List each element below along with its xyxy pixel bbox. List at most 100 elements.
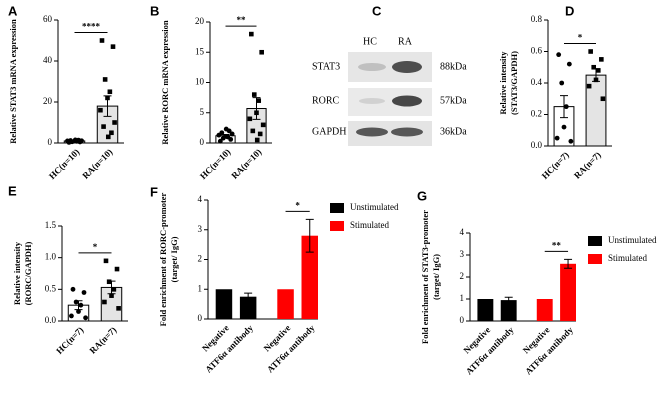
panel-label: E: [8, 183, 17, 198]
panel-label: G: [417, 188, 427, 203]
legend-label: Unstimulated: [350, 202, 399, 212]
data-point: [556, 52, 562, 58]
data-point: [563, 104, 569, 110]
data-point: [103, 258, 109, 264]
y-tick-label: 0.5: [45, 283, 57, 293]
error-bar: [504, 296, 513, 304]
y-tick-label: 20: [195, 16, 205, 26]
data-point: [588, 49, 593, 54]
y-tick-label: 0.0: [531, 140, 543, 150]
data-point: [566, 61, 572, 67]
y-tick-label: 3: [460, 249, 465, 259]
bar: [301, 235, 318, 319]
y-axis-title: Relative intensity: [12, 241, 22, 305]
legend-label: Stimulated: [350, 220, 389, 230]
bar: [500, 300, 517, 321]
data-point: [106, 279, 112, 285]
data-point: [73, 299, 79, 305]
y-tick-label: 20: [43, 96, 53, 106]
panel-label: F: [150, 184, 158, 199]
error-bar: [564, 258, 573, 269]
blot-band: [358, 63, 386, 71]
legend-swatch: [588, 236, 602, 246]
bar: [536, 299, 553, 321]
y-axis-title: (target/ IgG): [169, 236, 179, 282]
error-bar: [305, 218, 314, 253]
data-point: [247, 116, 253, 122]
data-point: [593, 77, 599, 83]
data-point: [105, 95, 110, 101]
data-point: [99, 38, 105, 43]
y-axis-title: Fold enrichment of STAT3-promoter: [420, 210, 430, 344]
y-tick-label: 0.4: [531, 77, 543, 87]
blot-band: [392, 95, 422, 107]
legend-label: Stimulated: [608, 253, 647, 263]
significance-label: **: [552, 240, 562, 250]
y-tick-label: 0.2: [531, 109, 542, 119]
bar: [215, 289, 233, 319]
significance-label: *: [295, 200, 300, 210]
legend-swatch: [330, 203, 344, 213]
panel-label: C: [372, 3, 382, 18]
y-tick-label: 1.0: [45, 252, 57, 262]
data-point: [223, 133, 228, 139]
y-tick-label: 4: [460, 227, 465, 237]
y-axis-title: Relative RORC mRNA expression: [160, 20, 170, 145]
protein-label: GAPDH: [312, 126, 346, 137]
blot-band: [359, 98, 385, 104]
blot-band: [392, 61, 422, 73]
data-point: [600, 96, 606, 102]
bar: [477, 299, 494, 321]
bar: [239, 296, 257, 319]
y-tick-label: 0.8: [531, 14, 543, 24]
y-tick-label: 0.0: [45, 315, 57, 325]
data-point: [76, 309, 81, 314]
legend-swatch: [588, 254, 602, 264]
legend-swatch: [330, 221, 344, 231]
y-axis-title: Relative STAT3 mRNA expression: [8, 19, 18, 144]
data-point: [70, 286, 76, 292]
data-point: [109, 293, 114, 298]
y-tick-label: 0.6: [531, 46, 543, 56]
data-point: [72, 137, 78, 143]
y-tick-label: 4: [198, 194, 203, 204]
western-blot: C HC RA STAT3 RORC GAPDH 88kDa 57kDa 36k…: [312, 3, 467, 146]
y-tick-label: 2: [198, 254, 203, 264]
y-tick-label: 60: [43, 14, 53, 24]
data-point: [229, 131, 235, 137]
size-label: 36kDa: [440, 126, 467, 137]
panel-label: D: [565, 3, 574, 18]
y-axis-title: (target/ IgG): [431, 254, 441, 300]
lane-label: HC: [363, 36, 377, 47]
y-tick-label: 1: [460, 293, 465, 303]
data-point: [102, 77, 108, 82]
panel-label: B: [150, 3, 159, 18]
data-point: [81, 290, 87, 295]
chart: G Fold enrichment of STAT3-promoter (targe…: [417, 188, 657, 376]
y-tick-label: 2: [460, 271, 465, 281]
data-point: [561, 124, 567, 130]
data-point: [256, 98, 262, 103]
data-point: [591, 64, 597, 70]
data-point: [112, 120, 117, 125]
protein-label: RORC: [312, 95, 340, 106]
y-tick-label: 10: [195, 77, 205, 87]
significance-label: *: [578, 33, 583, 43]
y-tick-label: 15: [195, 46, 205, 56]
significance-label: ****: [82, 22, 101, 32]
bar: [277, 289, 294, 319]
data-point: [250, 128, 256, 134]
data-point: [107, 89, 113, 95]
x-tick-label: RA(n=10): [229, 147, 263, 181]
data-point: [78, 302, 84, 308]
data-point: [105, 134, 111, 140]
y-tick-label: 1: [198, 283, 203, 293]
y-axis-title: (RORC/GAPDH): [23, 241, 33, 305]
data-point: [101, 124, 106, 129]
y-axis-title: (STAT3/GAPDH): [509, 51, 519, 115]
x-tick-label: HC(n=7): [54, 325, 85, 356]
data-point: [599, 57, 604, 62]
bar: [560, 263, 576, 321]
